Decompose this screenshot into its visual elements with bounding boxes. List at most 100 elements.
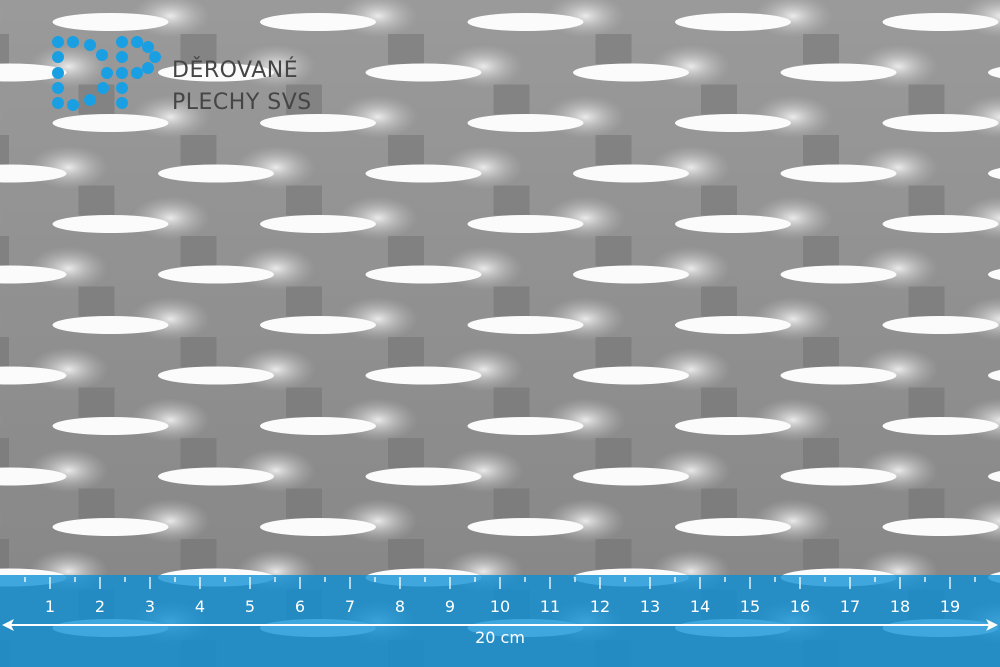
mesh-opening [365,164,482,183]
mesh-opening [988,67,1000,78]
mesh-opening [573,366,689,385]
mesh-opening [882,417,999,435]
mesh-opening [467,316,584,334]
mesh-opening [260,518,376,536]
ruler-label: 16 [790,597,810,616]
mesh-strand [908,387,945,418]
logo-text-line1: DĚROVANÉ [172,58,299,83]
mesh-opening [675,13,791,31]
mesh-strand [286,185,322,216]
mesh-opening [52,215,169,233]
mesh-strand [701,387,737,418]
ruler-band [0,575,1000,667]
mesh-strand [180,337,217,367]
mesh-strand [908,84,945,115]
mesh-opening [780,366,897,385]
mesh-opening [158,467,274,486]
mesh-opening [573,265,689,284]
mesh-opening [467,13,584,31]
logo-dot [67,36,79,48]
mesh-opening [52,417,169,435]
mesh-strand [78,185,115,216]
logo-dot [52,36,64,48]
mesh-strand [388,539,424,569]
logo-dot [116,51,128,63]
mesh-strand [908,488,945,519]
mesh-opening [365,366,482,385]
mesh-strand [388,135,424,165]
logo-dot [52,67,64,79]
mesh-opening [882,518,999,536]
logo-dot [101,67,113,79]
mesh-strand [388,438,424,468]
mesh-strand [388,236,424,266]
mesh-strand [388,34,424,64]
logo-dot [52,82,64,94]
mesh-strand [908,185,945,216]
length-label: 20 cm [475,628,525,647]
mesh-opening [365,63,482,82]
logo-mark-icon [52,36,161,111]
mesh-opening [158,63,274,82]
mesh-strand [388,337,424,367]
mesh-opening [882,13,999,31]
mesh-opening [882,215,999,233]
logo-dot [142,62,154,74]
mesh-strand [180,539,217,569]
ruler-label: 4 [195,597,205,616]
mesh-strand [493,286,530,317]
mesh-strand [701,286,737,317]
mesh-opening [780,467,897,486]
mesh-strand [0,236,9,266]
ruler-label: 9 [445,597,455,616]
mesh-strand [595,236,632,266]
logo-dot [52,97,64,109]
mesh-opening [52,316,169,334]
mesh-opening [675,417,791,435]
mesh-opening [780,265,897,284]
ruler-label: 5 [245,597,255,616]
logo-text-line2: PLECHY SVS [172,90,312,115]
logo-dot [84,94,96,106]
mesh-opening [260,316,376,334]
ruler-label: 6 [295,597,305,616]
mesh-opening [0,63,67,82]
logo-dot [131,67,143,79]
logo-dot [116,97,128,109]
ruler-label: 7 [345,597,355,616]
mesh-opening [675,316,791,334]
mesh-strand [0,438,9,468]
mesh-opening [675,215,791,233]
arrow-left-icon [2,619,14,631]
mesh-opening [260,13,376,31]
mesh-strand [493,387,530,418]
logo-dot [96,49,108,61]
mesh-highlight [0,310,3,328]
mesh-opening [158,265,274,284]
mesh-opening [158,366,274,385]
ruler-label: 12 [590,597,610,616]
mesh-opening [0,164,67,183]
mesh-opening [0,467,67,486]
mesh-opening [988,269,1000,280]
mesh-opening [573,164,689,183]
logo-dot [131,36,143,48]
mesh-opening [882,114,999,132]
mesh-opening [988,370,1000,381]
mesh-opening [467,518,584,536]
mesh-highlight [0,512,3,530]
logo-dot [116,36,128,48]
logo-dot [97,82,109,94]
ruler-label: 18 [890,597,910,616]
mesh-strand [595,337,632,367]
mesh-strand [180,438,217,468]
logo-dot [52,51,64,63]
mesh-highlight [0,411,3,429]
mesh-opening [158,164,274,183]
mesh-strand [0,34,9,64]
logo-dot [116,67,128,79]
logo-dot [142,41,154,53]
mesh-strand [908,286,945,317]
ruler-label: 3 [145,597,155,616]
mesh-strand [803,135,839,165]
